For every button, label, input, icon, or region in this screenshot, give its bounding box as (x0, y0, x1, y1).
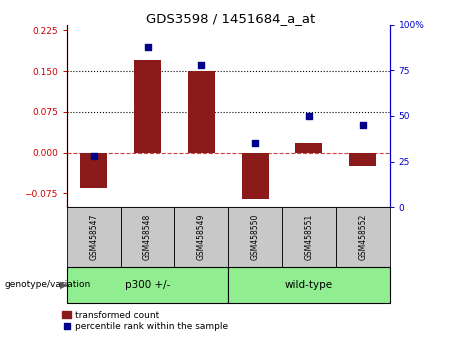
Bar (282, 207, 336, 267)
Bar (336, 207, 390, 267)
Bar (349, 153, 376, 166)
Bar (188, 71, 215, 153)
Bar (67, 267, 228, 303)
Point (90, 153, 97, 159)
Text: genotype/variation: genotype/variation (5, 280, 91, 290)
Bar (228, 207, 282, 267)
Point (305, 113, 313, 119)
Bar (80, 153, 107, 188)
Bar (134, 60, 161, 153)
Bar (242, 153, 268, 199)
Point (144, 44, 151, 50)
Text: ▶: ▶ (60, 280, 67, 290)
Text: GDS3598 / 1451684_a_at: GDS3598 / 1451684_a_at (146, 12, 315, 25)
Bar (296, 143, 322, 153)
Bar (67, 207, 121, 267)
Text: GSM458552: GSM458552 (358, 214, 367, 260)
Text: GSM458551: GSM458551 (304, 214, 313, 260)
Text: GSM458548: GSM458548 (143, 214, 152, 260)
Bar (121, 207, 174, 267)
Bar (228, 267, 390, 303)
Point (251, 141, 259, 146)
Bar (174, 207, 228, 267)
Point (198, 62, 205, 68)
Point (359, 122, 366, 128)
Legend: transformed count, percentile rank within the sample: transformed count, percentile rank withi… (62, 311, 228, 331)
Text: GSM458547: GSM458547 (89, 214, 98, 261)
Text: wild-type: wild-type (285, 280, 333, 290)
Text: p300 +/-: p300 +/- (125, 280, 170, 290)
Text: GSM458549: GSM458549 (197, 214, 206, 261)
Text: GSM458550: GSM458550 (251, 214, 260, 261)
